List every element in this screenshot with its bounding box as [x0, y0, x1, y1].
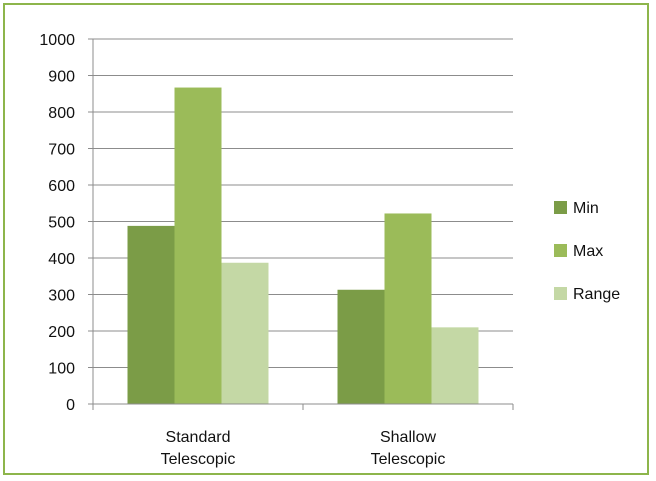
category-label: Telescopic: [371, 451, 446, 468]
bar-min-1: [127, 225, 175, 404]
y-tick-label: 200: [48, 324, 75, 341]
axes: [88, 38, 514, 410]
chart-frame: [3, 3, 649, 475]
legend-swatch-max: [554, 244, 567, 257]
y-tick-labels: 0 100 200 300 400 500 600 700 800 900 1000: [39, 32, 75, 414]
bar-range-1: [221, 262, 269, 404]
bar-min-2: [337, 289, 385, 404]
y-tick-label: 700: [48, 142, 75, 159]
legend-label-range: Range: [573, 286, 620, 303]
legend-label-min: Min: [573, 200, 599, 217]
y-tick-label: 1000: [39, 32, 75, 49]
category-label: Shallow: [380, 429, 436, 446]
y-tick-label: 600: [48, 178, 75, 195]
y-tick-label: 100: [48, 361, 75, 378]
y-tick-label: 300: [48, 288, 75, 305]
legend-swatch-min: [554, 201, 567, 214]
category-label: Telescopic: [161, 451, 236, 468]
y-tick-label: 400: [48, 251, 75, 268]
y-tick-label: 900: [48, 69, 75, 86]
y-tick-label: 0: [66, 397, 75, 414]
y-tick-label: 800: [48, 105, 75, 122]
bar-range-2: [431, 327, 479, 404]
category-label: Standard: [166, 429, 231, 446]
legend-swatch-range: [554, 287, 567, 300]
y-tick-label: 500: [48, 215, 75, 232]
bars: [127, 87, 479, 405]
legend: Min Max Range: [554, 200, 620, 303]
bar-max-2: [384, 213, 432, 404]
category-labels: Standard Telescopic Shallow Telescopic: [161, 429, 446, 468]
legend-label-max: Max: [573, 243, 603, 260]
bar-max-1: [174, 87, 222, 405]
